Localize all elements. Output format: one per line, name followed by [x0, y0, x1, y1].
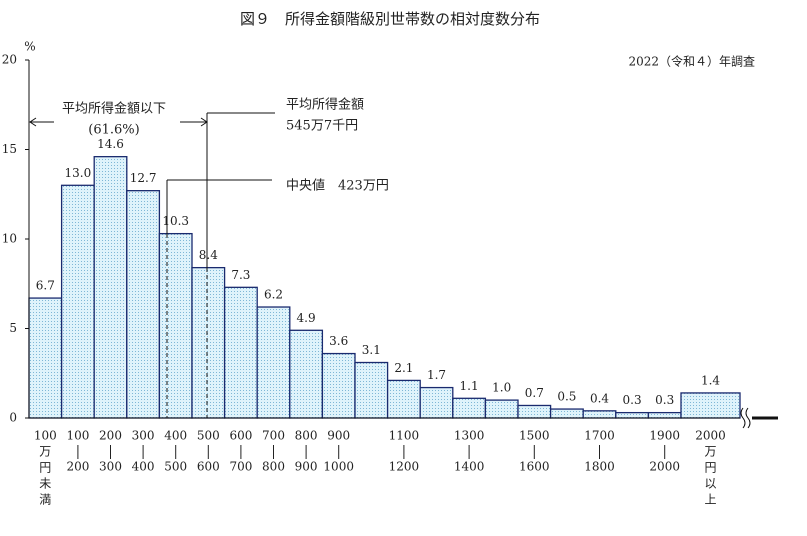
- x-tick-label: 万: [39, 445, 51, 459]
- x-tick-label: 1900: [649, 429, 680, 443]
- x-tick-label: 600: [197, 460, 220, 474]
- x-tick-label: 上: [704, 493, 716, 507]
- x-tick-label: 800: [295, 429, 318, 443]
- annotation: (61.6%): [88, 123, 139, 138]
- value-label: 0.3: [623, 393, 642, 407]
- value-label: 4.9: [297, 311, 316, 325]
- x-tick-label: 1000: [323, 460, 354, 474]
- x-tick-label: 1600: [519, 460, 550, 474]
- bar: [419, 386, 454, 419]
- x-tick-label: 200: [99, 429, 122, 443]
- x-tick-label: 満: [39, 493, 51, 507]
- value-label: 13.0: [65, 166, 92, 180]
- value-label: 3.6: [329, 334, 348, 348]
- value-label: 6.2: [264, 288, 283, 302]
- bar: [582, 410, 617, 419]
- value-label: 2.1: [394, 361, 413, 375]
- value-label: 12.7: [130, 171, 157, 185]
- bar: [354, 361, 389, 419]
- x-tick-label: 以: [704, 477, 716, 491]
- annotation: 中央値 423万円: [286, 178, 389, 194]
- bar: [289, 329, 324, 419]
- value-label: 1.1: [460, 379, 479, 393]
- bar: [386, 379, 421, 419]
- bar: [93, 156, 128, 419]
- bar: [256, 306, 291, 419]
- annotation: 平均所得金額以下: [62, 101, 166, 117]
- x-tick-label: 700: [262, 429, 285, 443]
- x-tick-label: 300: [99, 460, 122, 474]
- x-tick-label: 200: [66, 460, 89, 474]
- value-label: 0.3: [655, 393, 674, 407]
- x-tick-label: 1300: [454, 429, 485, 443]
- x-tick-label: 1200: [389, 460, 420, 474]
- x-tick-label: 未: [39, 477, 51, 491]
- x-tick-label: 2000: [649, 460, 680, 474]
- x-tick-label: 600: [229, 429, 252, 443]
- value-label: 6.7: [36, 279, 55, 293]
- bar: [60, 184, 95, 419]
- y-tick-label: 10: [2, 232, 17, 246]
- y-tick-label: 5: [9, 321, 17, 335]
- value-label: 10.3: [162, 214, 189, 228]
- x-tick-label: 1700: [584, 429, 615, 443]
- bar: [321, 352, 356, 419]
- x-tick-label: 500: [164, 460, 187, 474]
- value-label: 1.0: [492, 381, 511, 395]
- y-tick-label: 15: [2, 142, 17, 156]
- bar: [191, 266, 226, 419]
- value-label: 0.5: [557, 390, 576, 404]
- subtitle: 2022（令和４）年調査: [628, 54, 755, 69]
- bar: [647, 411, 682, 419]
- axis-break: [740, 407, 751, 429]
- value-label: 1.4: [701, 373, 720, 387]
- y-tick-label: 20: [2, 53, 17, 67]
- x-tick-label: 100: [66, 429, 89, 443]
- x-tick-label: 1400: [454, 460, 485, 474]
- bar: [680, 392, 741, 419]
- x-tick-label: 700: [229, 460, 252, 474]
- x-tick-label: 800: [262, 460, 285, 474]
- value-label: 0.7: [525, 386, 544, 400]
- bar: [126, 190, 161, 419]
- x-tick-label: 2000: [695, 429, 726, 443]
- value-label: 7.3: [231, 268, 250, 282]
- bar: [223, 286, 258, 419]
- value-label: 3.1: [362, 343, 381, 357]
- bar: [615, 411, 650, 419]
- bar: [484, 399, 519, 419]
- x-tick-label: 1500: [519, 429, 550, 443]
- bar: [452, 397, 487, 419]
- value-label: 8.4: [199, 248, 218, 262]
- y-unit: %: [24, 40, 35, 54]
- value-label: 1.7: [427, 368, 446, 382]
- x-tick-label: 500: [197, 429, 220, 443]
- value-label: 0.4: [590, 391, 609, 405]
- x-tick-label: 1100: [389, 429, 420, 443]
- annotation: 平均所得金額: [286, 97, 364, 113]
- x-tick-label: 300: [132, 429, 155, 443]
- x-tick-label: 円: [704, 461, 716, 475]
- bar: [549, 408, 584, 419]
- x-tick-label: 円: [39, 461, 51, 475]
- chart-title: 図９ 所得金額階級別世帯数の相対度数分布: [240, 10, 540, 28]
- bar: [517, 404, 552, 419]
- annotation-lines: [29, 112, 275, 418]
- annotation: 545万7千円: [286, 119, 358, 134]
- x-tick-label: 900: [327, 429, 350, 443]
- bar: [158, 232, 193, 419]
- x-tick-label: 1800: [584, 460, 615, 474]
- x-tick-label: 100: [34, 429, 57, 443]
- x-tick-label: 900: [295, 460, 318, 474]
- y-tick-label: 0: [9, 411, 17, 425]
- x-tick-label: 400: [132, 460, 155, 474]
- bar: [28, 297, 63, 419]
- value-label: 14.6: [97, 137, 124, 151]
- x-tick-label: 万: [704, 445, 716, 459]
- x-tick-label: 400: [164, 429, 187, 443]
